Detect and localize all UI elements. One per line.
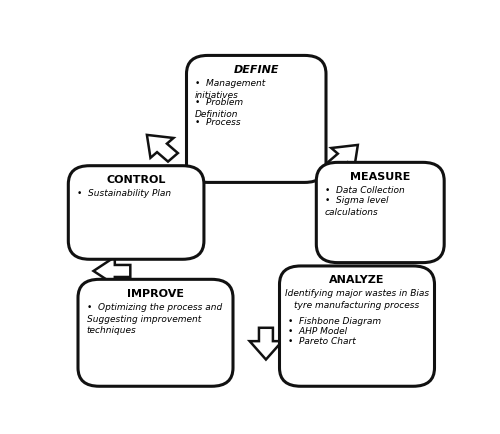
Text: •  Optimizing the process and
Suggesting improvement
techniques: • Optimizing the process and Suggesting … xyxy=(86,303,222,335)
Text: •  Pareto Chart: • Pareto Chart xyxy=(288,338,356,346)
Text: •  Fishbone Diagram: • Fishbone Diagram xyxy=(288,317,381,326)
Text: MEASURE: MEASURE xyxy=(350,172,410,182)
FancyBboxPatch shape xyxy=(78,279,233,386)
Text: •  Sustainability Plan: • Sustainability Plan xyxy=(77,189,171,198)
Text: •  Management
initiatives: • Management initiatives xyxy=(195,79,266,100)
Polygon shape xyxy=(327,145,358,171)
FancyBboxPatch shape xyxy=(280,266,434,386)
Text: •  Problem
Definition: • Problem Definition xyxy=(195,98,243,119)
FancyBboxPatch shape xyxy=(186,56,326,182)
FancyBboxPatch shape xyxy=(68,166,204,259)
Polygon shape xyxy=(147,135,178,161)
Text: ANALYZE: ANALYZE xyxy=(329,275,385,285)
Text: IMPROVE: IMPROVE xyxy=(127,289,184,299)
FancyBboxPatch shape xyxy=(316,162,444,263)
Polygon shape xyxy=(94,257,130,285)
Text: •  Data Collection: • Data Collection xyxy=(325,186,404,195)
Polygon shape xyxy=(250,328,282,359)
Text: •  AHP Model: • AHP Model xyxy=(288,327,347,336)
Text: •  Process: • Process xyxy=(195,118,240,127)
Text: CONTROL: CONTROL xyxy=(106,175,166,185)
Text: Identifying major wastes in Bias
tyre manufacturing process: Identifying major wastes in Bias tyre ma… xyxy=(285,289,429,310)
Text: DEFINE: DEFINE xyxy=(234,65,279,75)
Polygon shape xyxy=(400,273,432,300)
Text: •  Sigma level
calculations: • Sigma level calculations xyxy=(325,196,388,217)
